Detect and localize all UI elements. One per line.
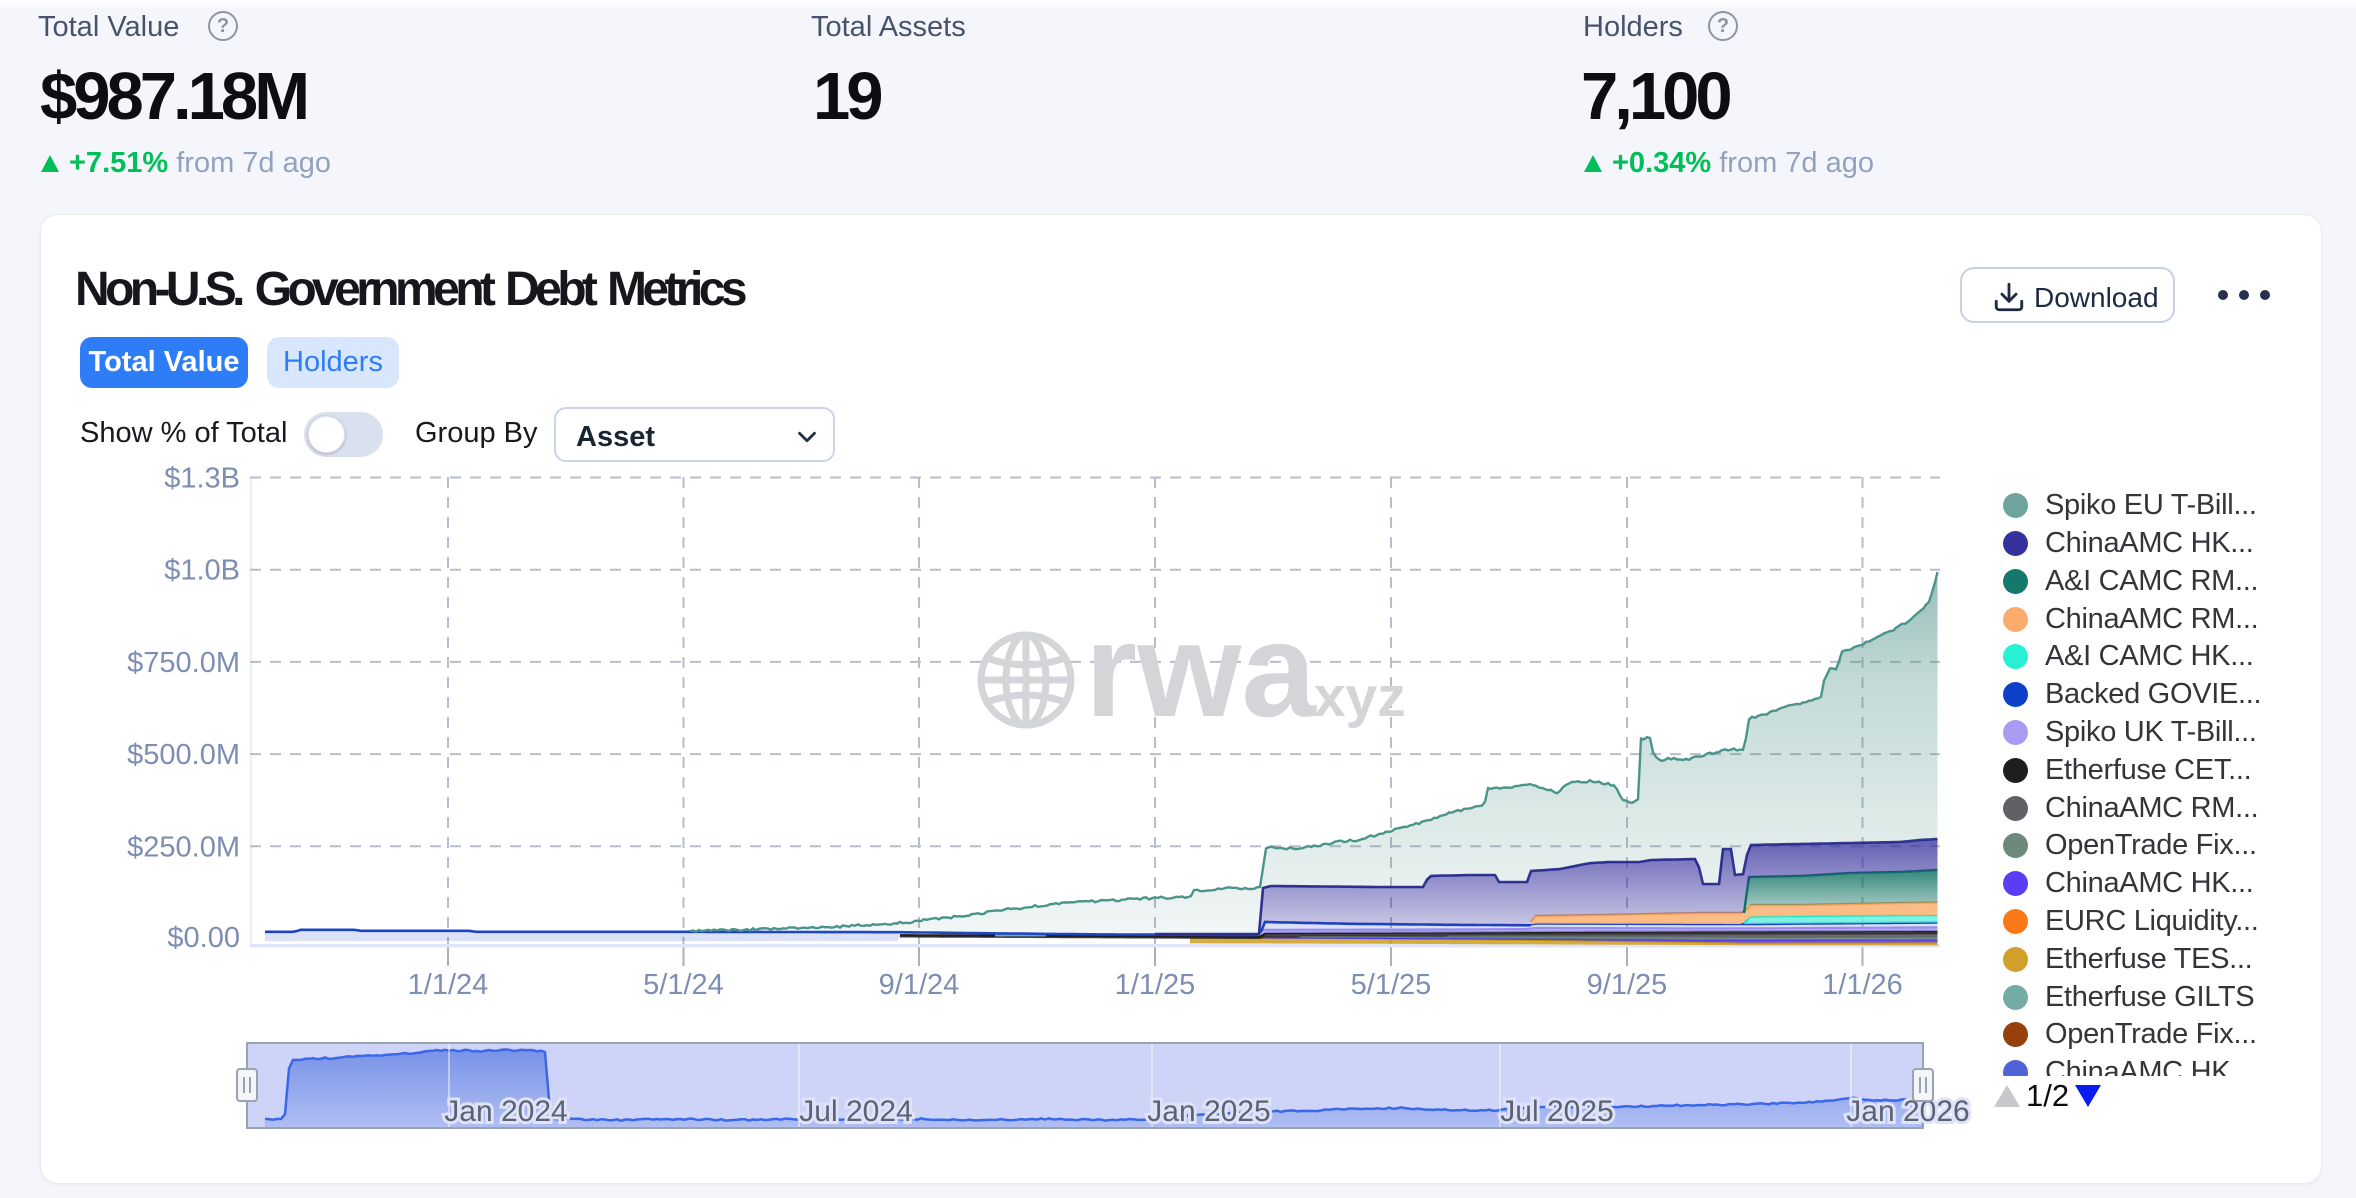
svg-text:Jan 2025: Jan 2025 <box>1147 1095 1270 1128</box>
svg-text:$500.0M: $500.0M <box>127 739 240 771</box>
svg-text:.xyz: .xyz <box>1298 665 1406 729</box>
svg-text:$1.0B: $1.0B <box>164 555 240 587</box>
svg-text:$0.00: $0.00 <box>167 922 240 954</box>
svg-text:9/1/25: 9/1/25 <box>1587 969 1668 1001</box>
svg-text:$250.0M: $250.0M <box>127 831 240 863</box>
svg-text:5/1/25: 5/1/25 <box>1351 969 1432 1001</box>
svg-text:$1.3B: $1.3B <box>164 463 240 495</box>
svg-text:Jul 2025: Jul 2025 <box>1500 1095 1613 1128</box>
svg-text:1/1/26: 1/1/26 <box>1822 969 1903 1001</box>
svg-text:1/1/25: 1/1/25 <box>1115 969 1196 1001</box>
svg-text:rwa: rwa <box>1085 596 1317 745</box>
svg-text:5/1/24: 5/1/24 <box>643 969 724 1001</box>
svg-text:9/1/24: 9/1/24 <box>879 969 960 1001</box>
svg-text:1/1/24: 1/1/24 <box>408 969 489 1001</box>
svg-text:Jul 2024: Jul 2024 <box>799 1095 912 1128</box>
svg-text:Jan 2026: Jan 2026 <box>1846 1095 1969 1128</box>
svg-text:$750.0M: $750.0M <box>127 647 240 679</box>
svg-text:Jan 2024: Jan 2024 <box>444 1095 567 1128</box>
